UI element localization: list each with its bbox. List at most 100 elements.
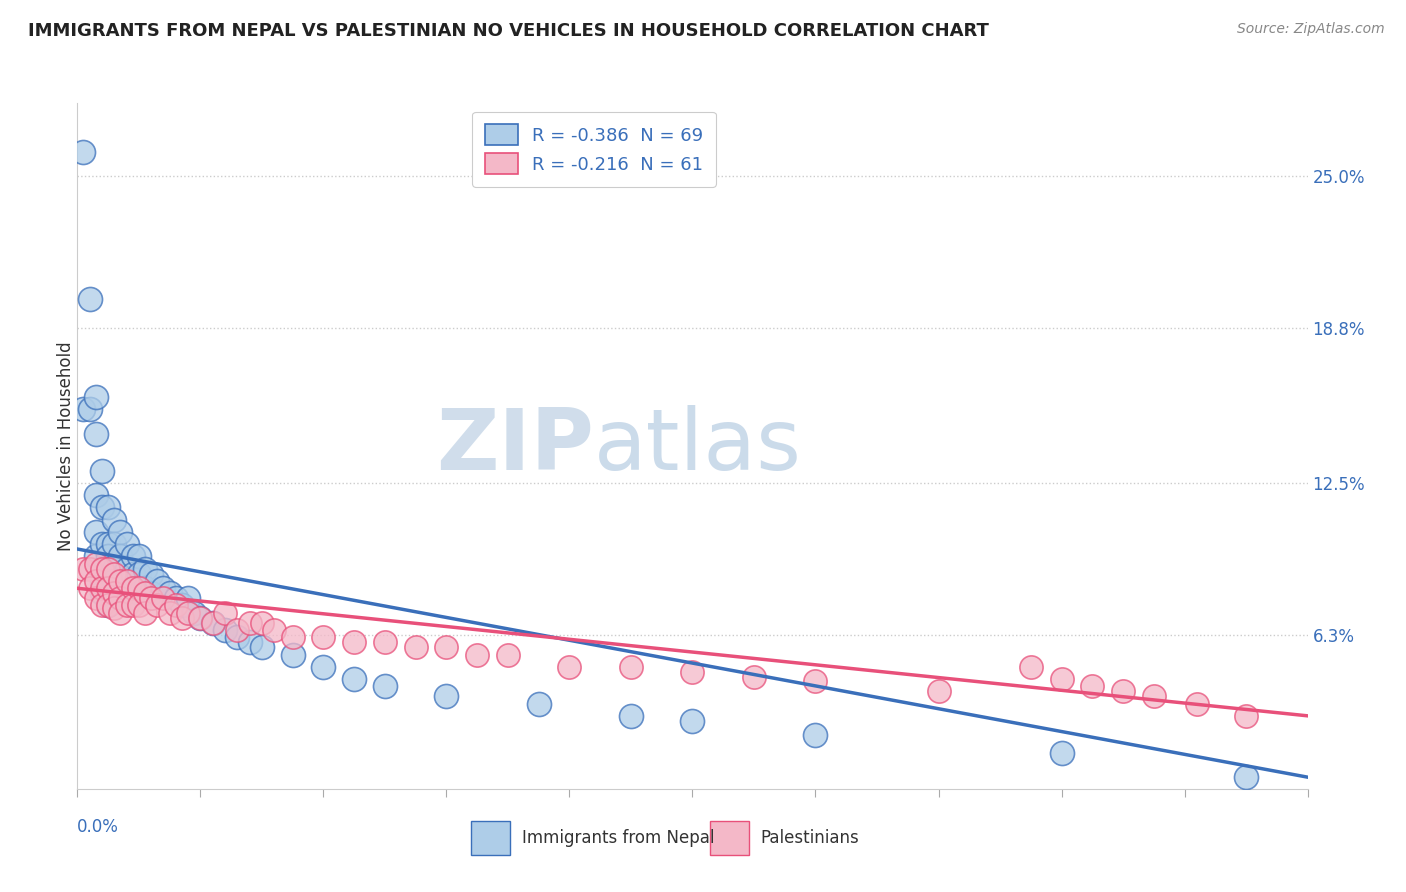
Point — [134, 582, 156, 596]
Point — [103, 586, 125, 600]
Point — [239, 615, 262, 630]
Point — [134, 562, 156, 576]
Point — [115, 562, 138, 576]
Point — [1143, 689, 1166, 703]
Point — [201, 615, 224, 630]
Point — [72, 402, 94, 417]
Point — [374, 680, 396, 694]
Point — [121, 566, 143, 581]
Point — [804, 674, 827, 689]
Point — [1050, 672, 1073, 686]
FancyBboxPatch shape — [471, 821, 510, 855]
Point — [620, 660, 643, 674]
Point — [374, 635, 396, 649]
Point — [1234, 708, 1257, 723]
Point — [312, 630, 335, 644]
Point — [84, 574, 107, 588]
Point — [110, 574, 132, 588]
Point — [1081, 680, 1104, 694]
Point — [90, 599, 114, 613]
Point — [84, 390, 107, 404]
Point — [312, 660, 335, 674]
Point — [84, 488, 107, 502]
Point — [90, 586, 114, 600]
Point — [214, 623, 236, 637]
Point — [79, 292, 101, 306]
Text: Palestinians: Palestinians — [761, 829, 859, 847]
Point — [141, 586, 163, 600]
Point — [90, 582, 114, 596]
Point — [558, 660, 581, 674]
Point — [177, 606, 200, 620]
Point — [97, 582, 120, 596]
Point — [152, 582, 174, 596]
Point — [97, 537, 120, 551]
Point — [121, 582, 143, 596]
Point — [214, 606, 236, 620]
Point — [146, 599, 169, 613]
Point — [84, 426, 107, 441]
Point — [121, 549, 143, 564]
Point — [159, 606, 181, 620]
Point — [90, 464, 114, 478]
Point — [281, 648, 304, 662]
Point — [110, 549, 132, 564]
Point — [103, 601, 125, 615]
Point — [84, 549, 107, 564]
Point — [79, 402, 101, 417]
Point — [159, 586, 181, 600]
Point — [103, 566, 125, 581]
Point — [1112, 684, 1135, 698]
Point — [146, 574, 169, 588]
Text: IMMIGRANTS FROM NEPAL VS PALESTINIAN NO VEHICLES IN HOUSEHOLD CORRELATION CHART: IMMIGRANTS FROM NEPAL VS PALESTINIAN NO … — [28, 22, 988, 40]
Point — [110, 606, 132, 620]
Point — [128, 586, 150, 600]
Point — [1050, 746, 1073, 760]
Point — [110, 586, 132, 600]
Point — [250, 640, 273, 655]
Point — [72, 562, 94, 576]
Point — [128, 566, 150, 581]
Point — [465, 648, 488, 662]
Point — [170, 611, 193, 625]
Point — [226, 630, 249, 644]
Point — [527, 697, 550, 711]
FancyBboxPatch shape — [710, 821, 749, 855]
Point — [90, 574, 114, 588]
Point — [682, 714, 704, 728]
Y-axis label: No Vehicles in Household: No Vehicles in Household — [58, 341, 75, 551]
Point — [263, 623, 285, 637]
Point — [165, 591, 187, 606]
Point — [134, 586, 156, 600]
Point — [90, 537, 114, 551]
Point — [97, 599, 120, 613]
Point — [141, 566, 163, 581]
Text: 0.0%: 0.0% — [77, 818, 120, 837]
Point — [103, 586, 125, 600]
Point — [343, 635, 366, 649]
Point — [343, 672, 366, 686]
Point — [742, 669, 765, 684]
Point — [115, 599, 138, 613]
Point — [170, 599, 193, 613]
Point — [90, 562, 114, 576]
Point — [72, 145, 94, 159]
Point — [128, 599, 150, 613]
Point — [110, 574, 132, 588]
Text: ZIP: ZIP — [436, 404, 595, 488]
Point — [97, 549, 120, 564]
Point — [165, 599, 187, 613]
Point — [1234, 770, 1257, 784]
Point — [97, 574, 120, 588]
Point — [115, 574, 138, 588]
Point — [115, 537, 138, 551]
Point — [79, 562, 101, 576]
Point — [1019, 660, 1042, 674]
Point — [436, 689, 458, 703]
Point — [97, 586, 120, 600]
Text: Immigrants from Nepal: Immigrants from Nepal — [522, 829, 714, 847]
Point — [79, 582, 101, 596]
Point — [177, 591, 200, 606]
Point — [405, 640, 427, 655]
Point — [201, 615, 224, 630]
